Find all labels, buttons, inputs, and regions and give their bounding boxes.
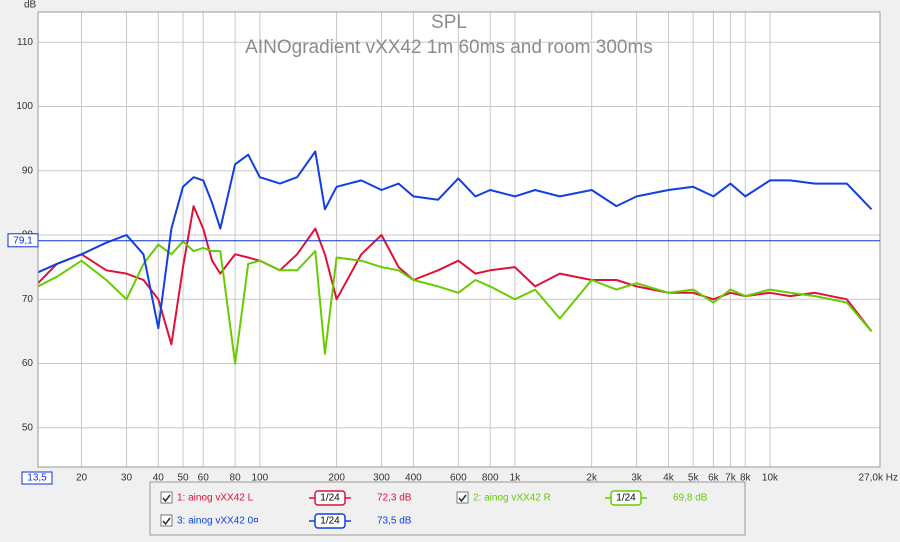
x-tick-label: 50 [177, 473, 189, 484]
x-tick-label: 800 [482, 473, 499, 484]
x-tick-label: 5k [688, 473, 700, 484]
x-start-box [21, 471, 53, 485]
legend-smoothing-box[interactable] [314, 490, 346, 506]
x-tick-label: 1k [510, 473, 522, 484]
x-tick-label: 400 [405, 473, 422, 484]
legend-smoothing-box[interactable] [314, 513, 346, 529]
x-tick-label: 200 [328, 473, 345, 484]
y-tick-label: 100 [16, 101, 33, 112]
legend-smoothing: 1/24 [320, 493, 340, 504]
legend-checkbox[interactable] [160, 491, 173, 504]
legend-level: 73,5 dB [377, 516, 412, 527]
x-tick-label: 100 [251, 473, 268, 484]
y-tick-label: 90 [22, 165, 34, 176]
y-tick-label: 50 [22, 422, 34, 433]
x-tick-label: 13,5 [27, 473, 47, 484]
x-tick-label: 8k [740, 473, 752, 484]
legend-label: 3: ainog vXX42 0¤ [177, 516, 259, 527]
legend-smoothing-box[interactable] [610, 490, 642, 506]
chart-subtitle: AINOgradient vXX42 1m 60ms and room 300m… [245, 37, 653, 58]
x-tick-label: 600 [450, 473, 467, 484]
legend-smoothing: 1/24 [320, 516, 340, 527]
y-tick-label: 110 [17, 37, 33, 48]
cursor-box [7, 233, 39, 248]
legend-smoothing: 1/24 [616, 493, 636, 504]
legend-checkmark [162, 517, 171, 526]
x-tick-label: 6k [708, 473, 720, 484]
series-line [37, 150, 873, 330]
legend [149, 481, 746, 536]
plot-area [38, 12, 880, 467]
lines [37, 150, 873, 365]
x-tick-label: 10k [762, 473, 779, 484]
legend-entries: 1: ainog vXX42 L 1/24 72,3 dB 2: ainog vXX4… [160, 490, 708, 529]
x-tick-label: 27,0k Hz [859, 473, 898, 484]
legend-level: 72,3 dB [377, 493, 412, 504]
cursor-label: 79,1 [13, 235, 33, 246]
x-tick-label: 80 [230, 473, 242, 484]
x-tick-label: 300 [373, 473, 390, 484]
chart-title: SPL [431, 12, 467, 33]
legend-level: 69,8 dB [673, 493, 708, 504]
y-tick-label: 60 [22, 358, 34, 369]
x-tick-label: 7k [725, 473, 737, 484]
legend-checkbox[interactable] [160, 514, 173, 527]
x-tick-label: 3k [631, 473, 643, 484]
x-tick-label: 60 [198, 473, 210, 484]
x-tick-label: 40 [153, 473, 165, 484]
legend-checkmark [458, 494, 467, 503]
y-axis-label: dB [24, 0, 37, 11]
x-tick-label: 4k [663, 473, 675, 484]
x-tick-label: 20 [76, 473, 88, 484]
y-tick-label: 70 [22, 294, 34, 305]
legend-label: 1: ainog vXX42 L [177, 493, 254, 504]
x-tick-label: 30 [121, 473, 133, 484]
series-line [37, 240, 873, 365]
legend-checkbox[interactable] [456, 491, 469, 504]
legend-checkmark [162, 494, 171, 503]
x-tick-label: 2k [586, 473, 598, 484]
legend-label: 2: ainog vXX42 R [473, 493, 551, 504]
